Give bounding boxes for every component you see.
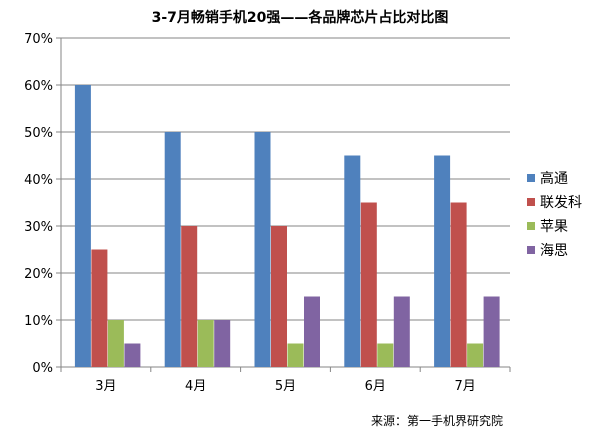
bar: [287, 343, 304, 367]
y-tick-label: 0%: [32, 361, 53, 376]
x-tick-label: 4月: [185, 379, 206, 394]
x-tick-label: 7月: [454, 379, 475, 394]
source-note: 来源：第一手机界研究院: [371, 413, 503, 428]
x-axis-ticks: 3月 4月 5月 6月 7月: [95, 379, 475, 394]
bar: [304, 296, 320, 367]
bar: [393, 296, 410, 367]
bar: [483, 296, 500, 367]
legend-label: 高通: [540, 170, 568, 187]
legend-label: 联发科: [540, 195, 582, 211]
bar: [377, 343, 394, 367]
x-tick-label: 3月: [95, 379, 116, 394]
bar: [254, 132, 271, 367]
bar: [181, 226, 198, 367]
bars: [74, 85, 500, 367]
legend-label: 苹果: [540, 219, 568, 235]
bar: [434, 155, 451, 367]
y-tick-label: 70%: [24, 32, 53, 47]
legend-label: 海思: [540, 243, 568, 259]
bar: [197, 320, 214, 367]
bar: [450, 202, 467, 367]
legend-swatch: [527, 246, 535, 254]
bar: [271, 226, 287, 367]
bar: [214, 320, 231, 367]
y-tick-label: 60%: [24, 79, 53, 94]
y-tick-label: 20%: [24, 267, 53, 282]
y-tick-label: 50%: [24, 126, 53, 141]
x-tick-label: 5月: [275, 379, 296, 394]
bar: [164, 132, 181, 367]
x-tick-label: 6月: [365, 379, 386, 394]
legend-swatch: [527, 198, 535, 206]
chart-title: 3-7月畅销手机20强——各品牌芯片占比对比图: [152, 9, 449, 26]
bar: [124, 343, 141, 367]
bar: [107, 320, 124, 367]
bar: [344, 155, 361, 367]
bar: [360, 202, 377, 367]
bar: [91, 249, 108, 367]
y-tick-label: 40%: [24, 173, 53, 188]
y-axis-ticks: 0% 10% 20% 30% 40% 50% 60% 70%: [24, 32, 53, 376]
y-tick-label: 30%: [24, 220, 53, 235]
legend-swatch: [527, 222, 535, 230]
legend-swatch: [527, 174, 535, 182]
y-tick-label: 10%: [24, 314, 53, 329]
bar: [467, 343, 484, 367]
bar: [74, 85, 91, 367]
